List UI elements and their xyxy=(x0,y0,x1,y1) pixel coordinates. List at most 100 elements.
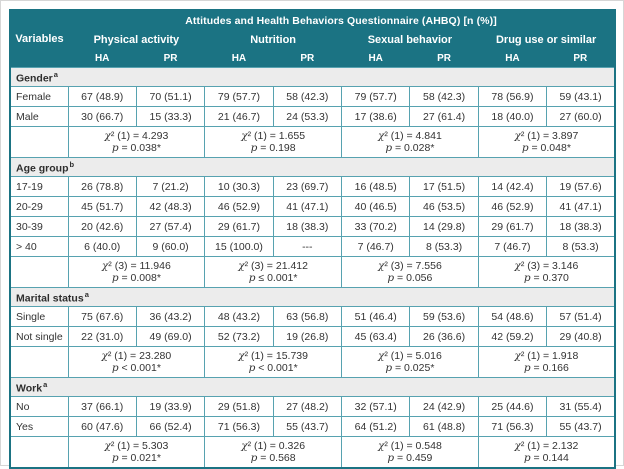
value-cell: 45 (51.7) xyxy=(67,196,137,217)
math-symbol: p xyxy=(523,272,531,284)
subheader-cell: PR xyxy=(273,50,342,68)
value-cell: 67 (48.9) xyxy=(67,86,137,107)
section-header-row: Gendera xyxy=(9,67,616,87)
math-symbol: p xyxy=(248,362,256,374)
value-cell: 29 (61.7) xyxy=(204,216,274,237)
math-symbol: χ xyxy=(101,259,109,272)
section-superscript: b xyxy=(69,159,75,169)
value-cell: 19 (33.9) xyxy=(135,396,206,417)
math-symbol: p xyxy=(523,362,531,374)
value-cell: 48 (43.2) xyxy=(204,306,274,327)
subheader-cell: PR xyxy=(136,50,205,68)
empty-cell xyxy=(9,346,69,378)
value-cell: 26 (78.8) xyxy=(67,176,137,197)
math-symbol: p xyxy=(250,142,258,154)
chi-test-row: χ² (1) = 5.303 p = 0.021* χ² (1) = 0.326 p … xyxy=(9,436,616,469)
empty-cell xyxy=(9,436,69,469)
value-cell: 22 (31.0) xyxy=(67,326,137,347)
subheader-cell: PR xyxy=(546,50,615,68)
value-cell: 46 (52.9) xyxy=(204,196,274,217)
value-cell: 26 (36.6) xyxy=(409,326,479,347)
chi-stat: χ² (1) = 3.897 xyxy=(514,129,579,142)
chi-stat: χ² (1) = 0.548 xyxy=(377,439,442,452)
chi-stat: χ² (1) = 4.841 xyxy=(377,129,442,142)
value-cell: 17 (51.5) xyxy=(409,176,479,197)
chi-stat: χ² (1) = 1.655 xyxy=(241,129,306,142)
value-cell: 75 (67.6) xyxy=(67,306,137,327)
table-header: Variables Attitudes and Health Behaviors… xyxy=(10,10,615,68)
table-row: Single 75 (67.6) 36 (43.2) 48 (43.2) 63 (56.… xyxy=(9,306,616,327)
value-cell: 15 (100.0) xyxy=(204,236,274,257)
chi-test-cell: χ² (1) = 5.016 p = 0.025* xyxy=(341,346,479,378)
empty-cell xyxy=(9,126,69,158)
value-cell: 41 (47.1) xyxy=(546,196,616,217)
subheader-cell: HA xyxy=(478,50,547,68)
chi-stat: χ² (3) = 7.556 xyxy=(377,259,442,272)
value-cell: 37 (66.1) xyxy=(67,396,137,417)
value-cell: 42 (59.2) xyxy=(477,326,548,347)
section-label: Work xyxy=(16,382,43,395)
table-row: 30-39 20 (42.6) 27 (57.4) 29 (61.7) 18 (38.3… xyxy=(9,216,616,237)
value-cell: 46 (53.5) xyxy=(409,196,479,217)
value-cell: 41 (47.1) xyxy=(272,196,343,217)
chi-stat: χ² (1) = 5.303 xyxy=(104,439,169,452)
row-label: Yes xyxy=(9,416,69,437)
value-cell: 46 (52.9) xyxy=(477,196,548,217)
section-header-row: Marital statusa xyxy=(9,287,616,307)
value-cell: 60 (47.6) xyxy=(67,416,137,437)
p-value: p = 0.166 xyxy=(523,362,569,374)
ahbq-table: Variables Attitudes and Health Behaviors… xyxy=(9,9,616,469)
value-cell: 27 (57.4) xyxy=(135,216,206,237)
value-cell: 8 (53.3) xyxy=(546,236,616,257)
p-value: p = 0.021* xyxy=(111,452,161,464)
row-label: 17-19 xyxy=(9,176,69,197)
row-label: Male xyxy=(9,106,69,127)
value-cell: 31 (55.4) xyxy=(546,396,616,417)
math-symbol: χ xyxy=(377,259,385,272)
value-cell: 17 (38.6) xyxy=(340,106,411,127)
value-cell: 27 (61.4) xyxy=(409,106,479,127)
math-symbol: χ xyxy=(104,439,111,452)
value-cell: 59 (53.6) xyxy=(409,306,479,327)
value-cell: 7 (46.7) xyxy=(477,236,548,257)
p-value: p = 0.028* xyxy=(385,142,435,154)
math-symbol: p xyxy=(385,142,393,154)
value-cell: 63 (56.8) xyxy=(272,306,343,327)
group-header-row: Physical activity Nutrition Sexual behavio… xyxy=(10,30,615,50)
value-cell: 58 (42.3) xyxy=(272,86,343,107)
value-cell: 14 (29.8) xyxy=(409,216,479,237)
chi-stat: χ² (1) = 1.918 xyxy=(514,349,579,362)
table-row: 17-19 26 (78.8) 7 (21.2) 10 (30.3) 23 (69.7)… xyxy=(9,176,616,197)
value-cell: 18 (40.0) xyxy=(477,106,548,127)
section-superscript: a xyxy=(43,379,48,389)
math-symbol: χ xyxy=(238,349,245,362)
p-value: p = 0.008* xyxy=(111,272,161,284)
value-cell: 40 (46.5) xyxy=(340,196,411,217)
value-cell: 79 (57.7) xyxy=(340,86,411,107)
subheader-row: HA PR HA PR HA PR HA PR xyxy=(10,50,615,68)
section-label: Gender xyxy=(16,72,53,85)
math-symbol: p xyxy=(111,272,119,284)
value-cell: 32 (57.1) xyxy=(340,396,411,417)
chi-test-cell: χ² (1) = 4.293 p = 0.038* xyxy=(67,126,206,158)
value-cell: 78 (56.9) xyxy=(477,86,548,107)
p-value: p = 0.056 xyxy=(387,272,433,284)
value-cell: 24 (42.9) xyxy=(409,396,479,417)
chi-test-cell: χ² (1) = 0.548 p = 0.459 xyxy=(341,436,479,469)
chi-stat: χ² (1) = 15.739 xyxy=(238,349,308,362)
row-label: Single xyxy=(9,306,69,327)
chi-stat: χ² (3) = 21.412 xyxy=(238,259,308,272)
value-cell: 57 (51.4) xyxy=(546,306,616,327)
table-title: Attitudes and Health Behaviors Questionn… xyxy=(68,10,615,30)
math-symbol: χ xyxy=(514,129,521,142)
subheader-cell: HA xyxy=(68,50,137,68)
chi-stat: χ² (1) = 4.293 xyxy=(104,129,169,142)
math-symbol: p xyxy=(387,452,395,464)
value-cell: 6 (40.0) xyxy=(67,236,137,257)
chi-test-cell: χ² (1) = 1.918 p = 0.166 xyxy=(477,346,616,378)
chi-stat: χ² (3) = 3.146 xyxy=(514,259,579,272)
value-cell: 7 (21.2) xyxy=(135,176,206,197)
value-cell: 49 (69.0) xyxy=(135,326,206,347)
value-cell: 51 (46.4) xyxy=(340,306,411,327)
